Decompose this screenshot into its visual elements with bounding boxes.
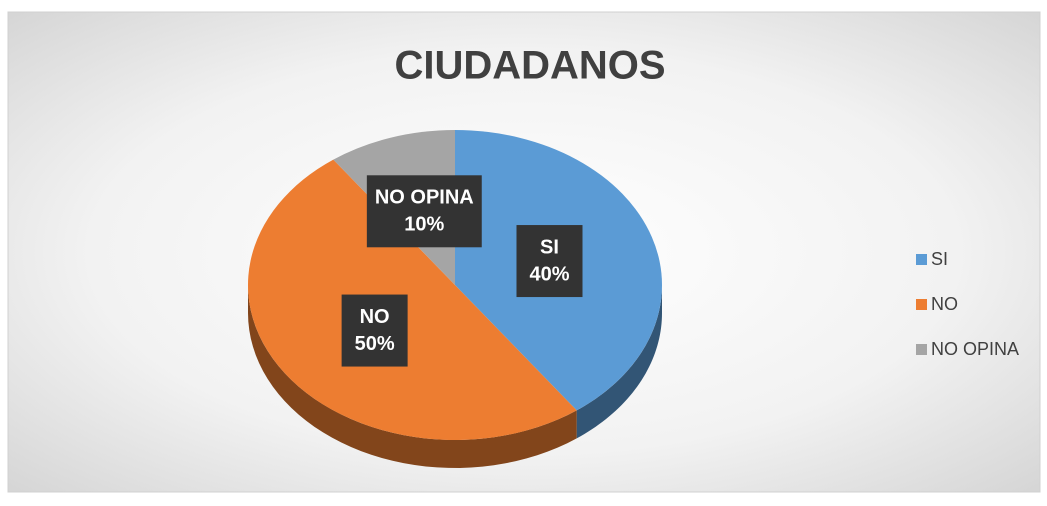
data-label-category: SI <box>540 236 559 258</box>
data-label-box <box>516 225 583 298</box>
data-label-category: NO OPINA <box>375 187 474 209</box>
slice-side <box>248 285 577 468</box>
data-label-box <box>366 175 482 248</box>
legend-label: SI <box>931 249 948 269</box>
data-label-value: 10% <box>404 214 444 236</box>
data-label-box <box>341 294 408 367</box>
data-label: NO OPINA 10% <box>366 175 482 248</box>
data-label-value: 50% <box>355 333 395 355</box>
chart-title: CIUDADANOS <box>394 44 665 88</box>
legend-label: NO <box>931 294 958 314</box>
legend-swatch <box>916 344 927 355</box>
data-label: NO 50% <box>341 294 408 367</box>
legend-swatch <box>916 254 927 265</box>
slice-side <box>576 285 662 439</box>
data-label-category: NO <box>360 306 390 328</box>
legend-swatch <box>916 299 927 310</box>
data-label: SI 40% <box>516 225 583 298</box>
slice <box>248 159 577 441</box>
data-label-value: 40% <box>529 263 569 285</box>
legend-label: NO OPINA <box>931 339 1019 359</box>
